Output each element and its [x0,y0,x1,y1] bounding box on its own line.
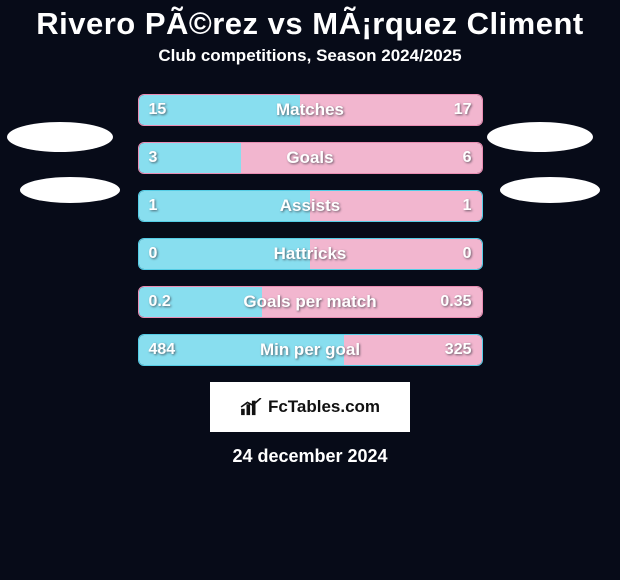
bars-chart-icon [240,398,262,416]
logo-box: FcTables.com [210,382,410,432]
date-label: 24 december 2024 [0,446,620,467]
stat-row: 36Goals [138,142,483,174]
stat-row: 00Hattricks [138,238,483,270]
comparison-card: { "header": { "title": "Rivero PÃ©rez vs… [0,0,620,580]
logo-text: FcTables.com [268,397,380,417]
chart-area: 1517Matches 36Goals 11Assists 00Hattricks 0.… [0,94,620,366]
stat-label: Min per goal [139,335,482,365]
decor-ellipse [487,122,593,152]
stat-row: 1517Matches [138,94,483,126]
decor-ellipse [500,177,600,203]
decor-ellipse [7,122,113,152]
decor-ellipse [20,177,120,203]
stat-label: Hattricks [139,239,482,269]
stat-row: 0.20.35Goals per match [138,286,483,318]
stat-label: Goals [139,143,482,173]
stat-row: 11Assists [138,190,483,222]
stat-label: Matches [139,95,482,125]
stat-row: 484325Min per goal [138,334,483,366]
page-subtitle: Club competitions, Season 2024/2025 [0,46,620,66]
page-title: Rivero PÃ©rez vs MÃ¡rquez Climent [0,0,620,42]
stat-bars: 1517Matches 36Goals 11Assists 00Hattricks 0.… [138,94,483,366]
logo: FcTables.com [240,397,380,417]
stat-label: Goals per match [139,287,482,317]
stat-label: Assists [139,191,482,221]
